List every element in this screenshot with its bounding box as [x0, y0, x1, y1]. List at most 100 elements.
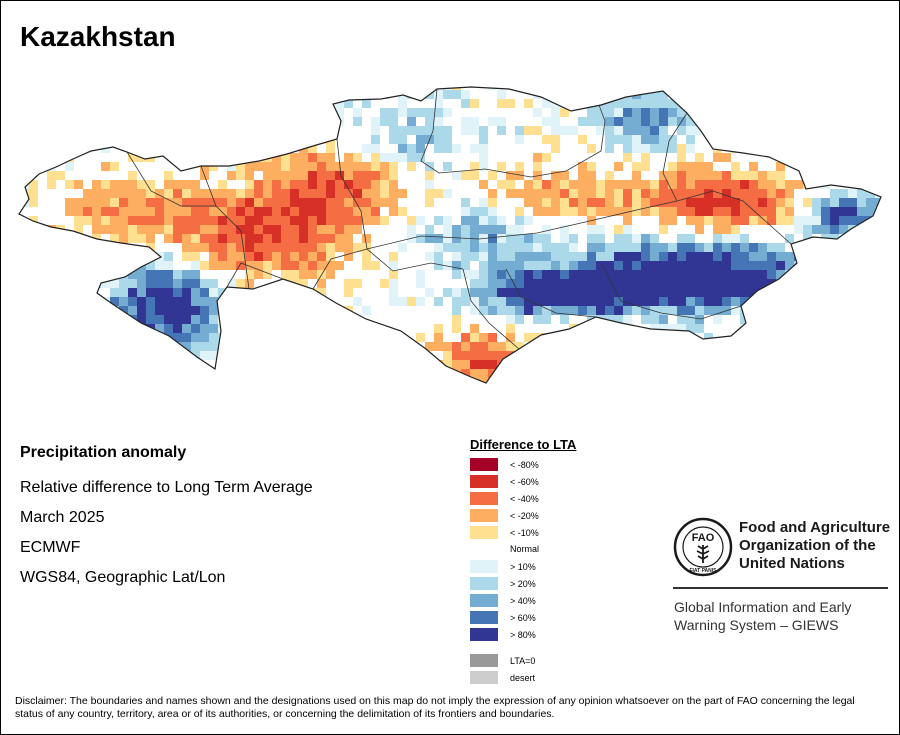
anomaly-cell	[632, 270, 641, 279]
anomaly-cell	[614, 297, 623, 306]
anomaly-cell	[623, 180, 632, 189]
anomaly-cell	[128, 180, 137, 189]
anomaly-cell	[488, 234, 497, 243]
legend-swatch	[470, 611, 498, 624]
anomaly-cell	[560, 108, 569, 117]
fao-logo-text: FAO	[692, 532, 715, 544]
anomaly-cell	[587, 162, 596, 171]
anomaly-cell	[200, 261, 209, 270]
anomaly-cell	[209, 324, 218, 333]
anomaly-cell	[542, 243, 551, 252]
anomaly-cell	[722, 180, 731, 189]
anomaly-cell	[515, 342, 524, 351]
anomaly-cell	[281, 234, 290, 243]
anomaly-cell	[722, 207, 731, 216]
anomaly-cell	[461, 117, 470, 126]
anomaly-cell	[650, 261, 659, 270]
anomaly-cell	[461, 99, 470, 108]
anomaly-cell	[668, 180, 677, 189]
anomaly-cell	[416, 234, 425, 243]
anomaly-cell	[479, 261, 488, 270]
anomaly-cell	[740, 279, 749, 288]
anomaly-cell	[155, 315, 164, 324]
anomaly-cell	[659, 225, 668, 234]
anomaly-cell	[479, 198, 488, 207]
anomaly-cell	[362, 99, 371, 108]
anomaly-cell	[380, 216, 389, 225]
admin-boundary	[420, 88, 606, 178]
anomaly-cell	[677, 324, 686, 333]
anomaly-cell	[542, 207, 551, 216]
anomaly-cell	[704, 243, 713, 252]
anomaly-cell	[713, 180, 722, 189]
anomaly-cell	[308, 171, 317, 180]
anomaly-cell	[488, 279, 497, 288]
anomaly-cell	[506, 234, 515, 243]
anomaly-cell	[569, 180, 578, 189]
anomaly-cell	[533, 207, 542, 216]
anomaly-cell	[362, 252, 371, 261]
anomaly-cell	[245, 162, 254, 171]
anomaly-cell	[497, 162, 506, 171]
anomaly-cell	[272, 261, 281, 270]
anomaly-cell	[686, 189, 695, 198]
anomaly-cell	[551, 171, 560, 180]
anomaly-cell	[650, 234, 659, 243]
anomaly-cell	[578, 189, 587, 198]
anomaly-cell	[461, 333, 470, 342]
anomaly-cell	[470, 342, 479, 351]
anomaly-cell	[272, 198, 281, 207]
anomaly-cell	[695, 207, 704, 216]
anomaly-cell	[686, 279, 695, 288]
anomaly-cell	[146, 297, 155, 306]
anomaly-cell	[326, 225, 335, 234]
anomaly-cell	[146, 315, 155, 324]
anomaly-cell	[713, 234, 722, 243]
anomaly-cell	[425, 180, 434, 189]
anomaly-cell	[380, 153, 389, 162]
anomaly-cell	[659, 90, 668, 99]
anomaly-cell	[533, 297, 542, 306]
anomaly-cell	[191, 252, 200, 261]
anomaly-cell	[506, 189, 515, 198]
anomaly-cell	[632, 180, 641, 189]
anomaly-cell	[101, 207, 110, 216]
anomaly-cell	[506, 297, 515, 306]
anomaly-cell	[389, 153, 398, 162]
legend-swatch	[470, 577, 498, 590]
anomaly-cell	[605, 189, 614, 198]
anomaly-cell	[452, 90, 461, 99]
anomaly-cell	[596, 198, 605, 207]
anomaly-cell	[731, 234, 740, 243]
anomaly-cell	[578, 171, 587, 180]
anomaly-cell	[722, 198, 731, 207]
anomaly-cell	[461, 342, 470, 351]
anomaly-cell	[119, 306, 128, 315]
anomaly-cell	[632, 261, 641, 270]
anomaly-cell	[470, 351, 479, 360]
anomaly-cell	[569, 198, 578, 207]
admin-boundary	[505, 268, 597, 318]
anomaly-cell	[686, 234, 695, 243]
anomaly-cell	[641, 234, 650, 243]
anomaly-cell	[29, 216, 38, 225]
anomaly-cell	[290, 243, 299, 252]
anomaly-cell	[389, 261, 398, 270]
anomaly-cell	[290, 189, 299, 198]
anomaly-cell	[443, 135, 452, 144]
anomaly-cell	[677, 297, 686, 306]
anomaly-cell	[209, 279, 218, 288]
anomaly-cell	[731, 189, 740, 198]
anomaly-cell	[479, 126, 488, 135]
anomaly-cell	[470, 126, 479, 135]
anomaly-cell	[209, 315, 218, 324]
anomaly-cell	[218, 261, 227, 270]
anomaly-cell	[695, 153, 704, 162]
anomaly-cell	[146, 225, 155, 234]
anomaly-cell	[497, 234, 506, 243]
anomaly-cell	[173, 297, 182, 306]
anomaly-cell	[659, 315, 668, 324]
anomaly-cell	[542, 315, 551, 324]
anomaly-cell	[425, 225, 434, 234]
anomaly-cell	[641, 306, 650, 315]
